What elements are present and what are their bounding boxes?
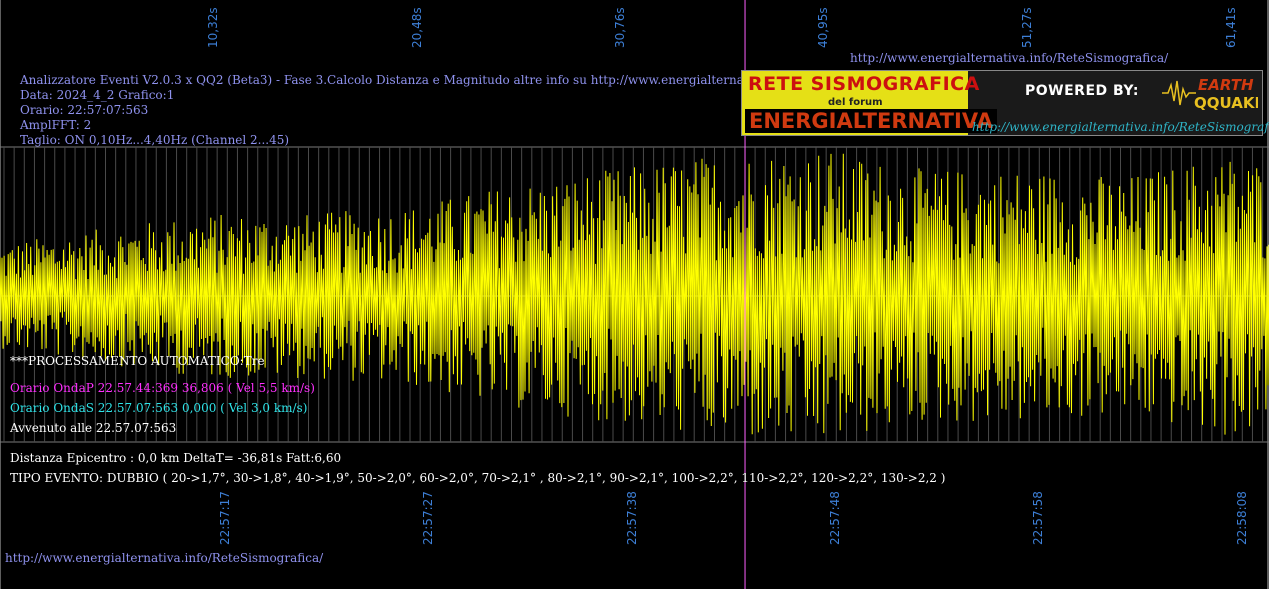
header-amplfft: AmplFFT: 2 — [20, 118, 92, 132]
bottom-clock-tick-label: 22:58:08 — [1235, 491, 1249, 545]
logo-title: RETE SISMOGRAFICA — [748, 73, 980, 95]
header-time: Orario: 22:57:07:563 — [20, 103, 149, 117]
logo-subtitle: del forum — [828, 97, 883, 108]
processing-mode: ***PROCESSAMENTO AUTOMATICO:Tre — [10, 354, 265, 368]
bottom-clock-tick-label: 22:57:27 — [421, 491, 435, 545]
logo-powered-by: POWERED BY: — [1025, 83, 1139, 99]
bottom-clock-tick-label: 22:57:17 — [218, 491, 232, 545]
wave-p-time: Orario OndaP 22.57.44:369 36,806 ( Vel 5… — [10, 381, 315, 395]
logo-brand: ENERGIALTERNATIVA — [745, 109, 997, 133]
epicenter-distance: Distanza Epicentro : 0,0 km DeltaT= -36,… — [10, 451, 342, 465]
seismic-trace — [0, 153, 1269, 435]
top-url-link[interactable]: http://www.energialternativa.info/ReteSi… — [850, 51, 1169, 65]
header-title: Analizzatore Eventi V2.0.3 x QQ2 (Beta3)… — [20, 73, 856, 87]
top-time-tick-label: 51,27s — [1020, 7, 1034, 48]
bottom-clock-tick-label: 22:57:48 — [828, 491, 842, 545]
bottom-clock-tick-label: 22:57:58 — [1031, 491, 1045, 545]
logo-url: http://www.energialternativa.info/ReteSi… — [972, 120, 1269, 134]
event-occurred-time: Avvenuto alle 22.57.07:563 — [10, 421, 177, 435]
top-time-tick-label: 61,41s — [1224, 7, 1238, 48]
rete-sismografica-logo: RETE SISMOGRAFICA del forum ENERGIALTERN… — [741, 70, 1269, 136]
bottom-clock-tick-label: 22:57:38 — [625, 491, 639, 545]
bottom-url-link[interactable]: http://www.energialternativa.info/ReteSi… — [5, 551, 324, 565]
top-time-tick-label: 40,95s — [816, 7, 830, 48]
wave-s-time: Orario OndaS 22.57.07:563 0,000 ( Vel 3,… — [10, 401, 308, 415]
header-date: Data: 2024_4_2 Grafico:1 — [20, 88, 175, 102]
top-time-tick-label: 20,48s — [410, 7, 424, 48]
logo-eq-bottom: QQUAKE — [1194, 94, 1258, 111]
earthquake-logo-icon: EARTH QQUAKE — [1162, 76, 1258, 111]
event-type: TIPO EVENTO: DUBBIO ( 20->1,7°, 30->1,8°… — [10, 471, 946, 485]
top-time-tick-label: 30,76s — [613, 7, 627, 48]
logo-eq-top: EARTH — [1198, 76, 1254, 94]
top-time-tick-label: 10,32s — [206, 7, 220, 48]
header-filter: Taglio: ON 0,10Hz...4,40Hz (Channel 2...… — [20, 133, 290, 147]
